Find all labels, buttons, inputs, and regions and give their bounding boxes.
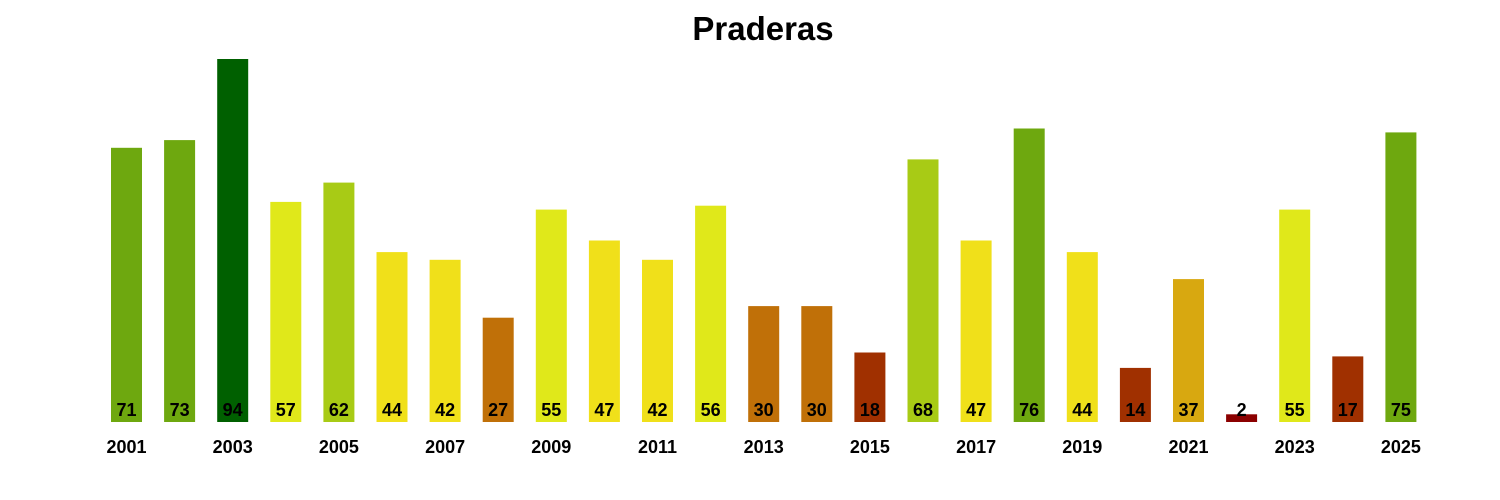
x-tick-label-2011: 2011 xyxy=(638,437,677,457)
bar-2022 xyxy=(1226,414,1258,422)
bar-2017 xyxy=(960,240,992,422)
x-tick-label-2015: 2015 xyxy=(850,437,890,457)
bar-value-label-2003: 94 xyxy=(223,400,243,420)
bar-2015 xyxy=(854,352,886,422)
bar-2020 xyxy=(1119,367,1151,422)
bar-value-label-2015: 18 xyxy=(860,400,880,420)
bar-2004 xyxy=(270,201,302,422)
bar-value-label-2014: 30 xyxy=(807,400,827,420)
bar-value-label-2017: 47 xyxy=(966,400,986,420)
bar-value-label-2018: 76 xyxy=(1019,400,1039,420)
bar-2007 xyxy=(429,259,461,422)
bar-2018 xyxy=(1013,128,1045,422)
bar-2001 xyxy=(111,147,142,423)
bar-2002 xyxy=(164,140,196,422)
bar-value-label-2022: 2 xyxy=(1237,400,1247,420)
x-tick-label-2017: 2017 xyxy=(956,437,996,457)
x-axis-tick-labels: 2001 2003 2005 2007 2009 2011 2013 2015 2017 2019… xyxy=(106,437,1420,457)
bar-2005 xyxy=(323,182,355,422)
bar-2019 xyxy=(1066,252,1098,422)
bar-2003 xyxy=(217,59,249,422)
bar-value-label-2016: 68 xyxy=(913,400,933,420)
bar-2009 xyxy=(535,209,567,422)
x-tick-label-2005: 2005 xyxy=(319,437,359,457)
bar-value-label-2008: 27 xyxy=(488,400,508,420)
bar-2013 xyxy=(748,306,780,422)
bar-2012 xyxy=(695,205,727,422)
bar-2010 xyxy=(588,240,620,422)
bar-value-label-2025: 75 xyxy=(1391,400,1411,420)
x-tick-label-2003: 2003 xyxy=(213,437,253,457)
x-tick-label-2021: 2021 xyxy=(1168,437,1208,457)
x-tick-label-2009: 2009 xyxy=(531,437,571,457)
bar-2011 xyxy=(642,259,673,422)
bar-value-label-2002: 73 xyxy=(170,400,190,420)
bar-value-label-2023: 55 xyxy=(1285,400,1305,420)
bar-value-label-2011: 42 xyxy=(647,400,667,420)
bar-2024 xyxy=(1332,356,1364,422)
x-tick-label-2007: 2007 xyxy=(425,437,465,457)
x-tick-label-2001: 2001 xyxy=(106,437,146,457)
x-tick-label-2023: 2023 xyxy=(1275,437,1315,457)
bar-value-label-2005: 62 xyxy=(329,400,349,420)
bar-2023 xyxy=(1279,209,1311,422)
x-tick-label-2013: 2013 xyxy=(744,437,784,457)
bar-value-label-2020: 14 xyxy=(1125,400,1145,420)
bar-2006 xyxy=(376,252,408,422)
bar-2021 xyxy=(1173,279,1204,422)
bar-value-label-2009: 55 xyxy=(541,400,561,420)
bar-value-label-2024: 17 xyxy=(1338,400,1358,420)
bar-2016 xyxy=(907,159,939,422)
bar-value-label-2004: 57 xyxy=(276,400,296,420)
bar-value-label-2019: 44 xyxy=(1072,400,1092,420)
x-tick-label-2025: 2025 xyxy=(1381,437,1421,457)
bar-value-label-2007: 42 xyxy=(435,400,455,420)
bar-value-label-2021: 37 xyxy=(1178,400,1198,420)
bar-value-label-2012: 56 xyxy=(701,400,721,420)
bar-labels-layer: 71 73 94 57 62 44 42 27 55 47 42 56 30 30 18 68 47 76 44 14… xyxy=(116,400,1410,420)
x-tick-label-2019: 2019 xyxy=(1062,437,1102,457)
bar-value-label-2013: 30 xyxy=(754,400,774,420)
bar-value-label-2001: 71 xyxy=(116,400,136,420)
bar-2025 xyxy=(1385,132,1417,422)
bars-layer xyxy=(111,59,1417,423)
chart-title: Praderas xyxy=(692,10,834,47)
bar-value-label-2010: 47 xyxy=(594,400,614,420)
bar-2014 xyxy=(801,306,833,422)
bar-value-label-2006: 44 xyxy=(382,400,402,420)
bar-2008 xyxy=(482,317,514,422)
